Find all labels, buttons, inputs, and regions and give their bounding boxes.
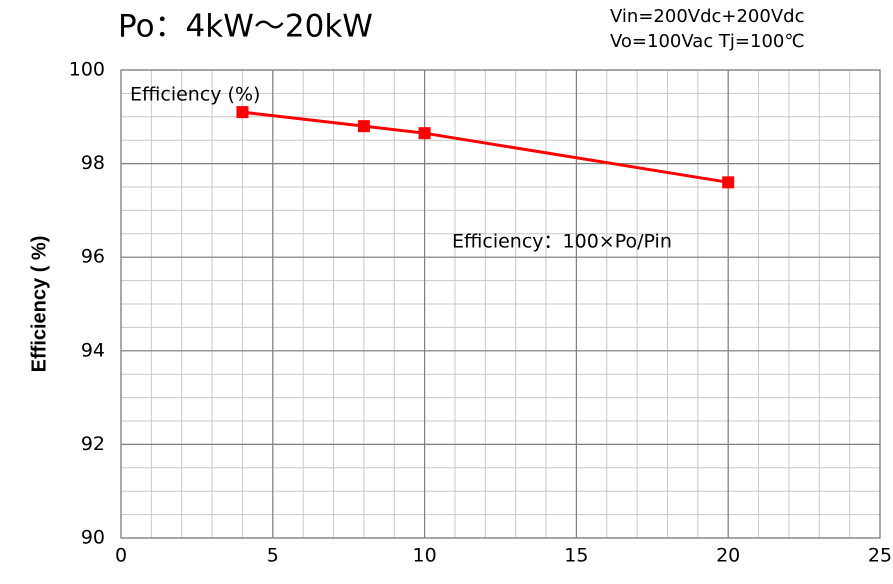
condition-note: Vin=200Vdc+200Vdc: [610, 6, 804, 27]
x-tick-label: 10: [413, 545, 437, 567]
x-tick-label: 0: [115, 545, 127, 567]
annotation: Efficiency (%): [130, 84, 260, 106]
data-point: [357, 120, 370, 133]
x-tick-label: 15: [564, 545, 588, 567]
x-tick-label: 5: [267, 545, 279, 567]
y-tick-label: 98: [81, 152, 105, 174]
data-line: [242, 110, 729, 184]
y-tick-label: 96: [81, 246, 105, 268]
data-point: [722, 176, 735, 189]
annotation: Efficiency：100×Po/Pin: [452, 231, 672, 253]
condition-note: Vo=100Vac Tj=100℃: [610, 31, 805, 52]
x-tick-label: 20: [716, 545, 740, 567]
x-tick-label: 25: [868, 545, 892, 567]
plot-border: [120, 69, 881, 539]
y-tick-label: 92: [81, 433, 105, 455]
data-point: [236, 106, 249, 119]
data-point: [418, 127, 431, 140]
y-tick-label: 100: [69, 59, 105, 81]
y-tick-label: 94: [81, 339, 105, 361]
chart-title: Po：4kW～20kW: [118, 9, 373, 45]
y-axis-label: Efficiency ( %): [28, 236, 50, 373]
y-tick-label: 90: [81, 527, 105, 549]
